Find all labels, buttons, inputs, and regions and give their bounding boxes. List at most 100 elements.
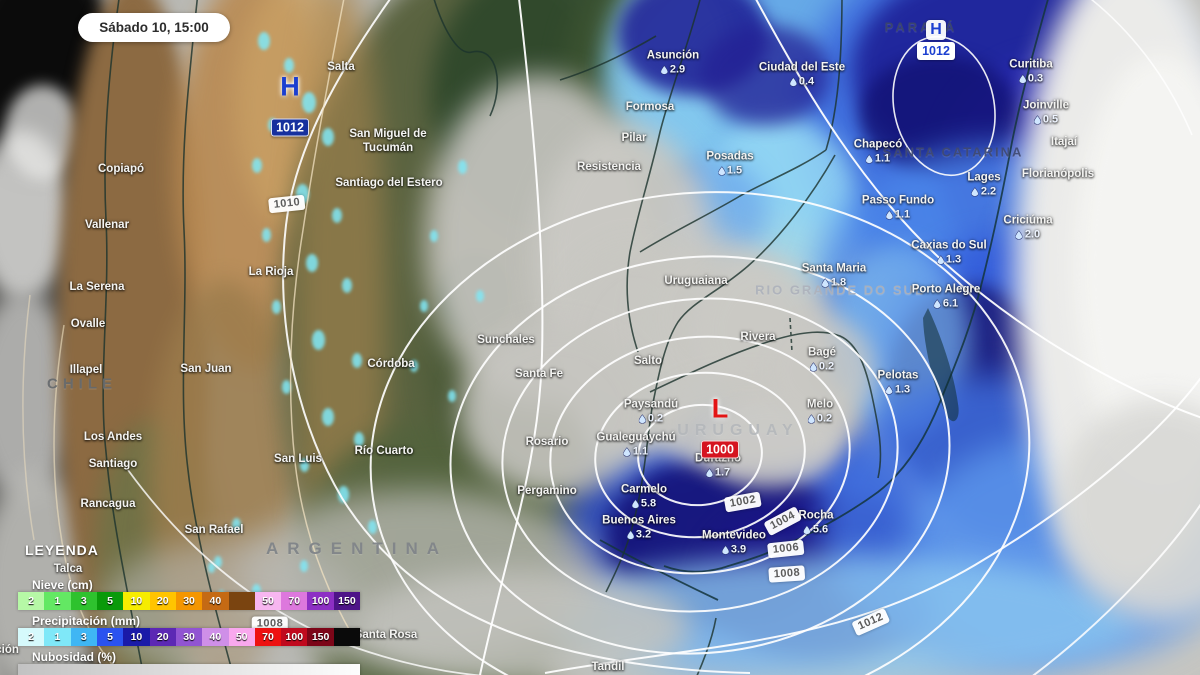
city-name: Itajaí	[1050, 136, 1078, 149]
legend-cell: 1	[44, 592, 71, 610]
region-label: ARGENTINA	[265, 539, 449, 558]
border-lines	[102, 0, 882, 675]
city-label: Carmelo 5.8	[621, 484, 667, 511]
city-label: Formosa	[626, 101, 675, 115]
city-precip-value: 0.4	[759, 75, 845, 88]
pressure-value: 1012	[917, 42, 955, 60]
city-precip-value: 1.1	[854, 152, 903, 165]
city-name: Santiago del Estero	[335, 177, 443, 190]
shower-speckle	[300, 560, 308, 572]
city-precip-value: 1.5	[706, 164, 753, 177]
shower-speckle	[368, 520, 377, 534]
city-name: San Luis	[274, 453, 322, 466]
city-name: Caxias do Sul	[911, 239, 987, 252]
city-name: Los Andes	[83, 431, 143, 444]
satellite-texture-blob	[700, 25, 830, 125]
legend-cell: 2	[18, 628, 45, 646]
city-label: Rocha 5.6	[798, 510, 833, 537]
legend-cell: 3	[70, 592, 97, 610]
city-label: Passo Fundo 1.1	[862, 195, 934, 222]
city-label: San Miguel de Tucumán	[349, 128, 426, 156]
city-name-line2: Tucumán	[362, 142, 414, 154]
shower-speckle	[354, 432, 364, 447]
city-label: Rancagua	[81, 498, 136, 512]
legend-cell: 30	[175, 628, 203, 646]
city-name: Rosario	[525, 436, 569, 449]
legend-cell-value	[229, 592, 255, 610]
legend-row-label: Nieve (cm)	[32, 578, 93, 592]
legend-cell: 3	[70, 628, 97, 646]
city-label: Santa Maria 1.8	[802, 263, 867, 290]
city-label: Montevideo 3.9	[702, 530, 766, 557]
city-label: Criciúma 2.0	[1003, 215, 1052, 242]
legend-cell: 1	[44, 628, 71, 646]
shower-speckle	[284, 58, 294, 73]
precip-droplet-icon	[660, 65, 668, 75]
city-label: Pilar	[622, 132, 647, 146]
city-name: Joinville	[1022, 99, 1070, 112]
city-name: Posadas	[706, 150, 754, 163]
timestamp-pill[interactable]: Sábado 10, 15:00	[78, 13, 230, 42]
city-precip-value: 6.1	[912, 297, 981, 310]
city-label: Rosario	[526, 436, 569, 450]
city-label: San Juan	[180, 363, 231, 377]
precip-droplet-icon	[1018, 74, 1026, 84]
shower-speckle	[306, 254, 318, 272]
city-precip-value: 3.2	[602, 528, 676, 541]
city-name: Río Cuarto	[354, 445, 414, 458]
precip-droplet-icon	[705, 468, 713, 478]
precip-droplet-icon	[885, 210, 893, 220]
shower-speckle	[332, 208, 342, 223]
city-label: Salta	[327, 61, 355, 75]
legend-color-bar: 2 1 3 5 10 20 30 40 50 70 100 150	[18, 628, 361, 646]
city-precip-value: 0.5	[1023, 113, 1069, 126]
city-name: Florianópolis	[1021, 168, 1095, 181]
city-precip-value: 5.8	[621, 497, 667, 510]
legend-cell: 40	[202, 592, 229, 610]
city-name: San Rafael	[184, 524, 244, 537]
city-precip-value: 0.2	[624, 412, 678, 425]
shower-speckle	[410, 360, 418, 372]
city-label: Joinville 0.5	[1023, 100, 1069, 127]
shower-speckle	[420, 300, 428, 312]
precip-droplet-icon	[789, 77, 797, 87]
shower-speckle	[258, 32, 270, 50]
city-label: San Luis	[274, 453, 322, 467]
isobar-value-label: 1006	[767, 539, 805, 559]
shower-speckle	[272, 300, 281, 314]
city-label: La Serena	[70, 281, 125, 295]
shower-speckle	[322, 408, 334, 426]
legend-cell-value: 150	[338, 595, 356, 607]
legend-cell: 40	[202, 628, 229, 646]
city-precip-value: 3.9	[702, 543, 766, 556]
city-name: Paysandú	[623, 398, 679, 411]
legend-cell-value: 40	[209, 595, 222, 607]
city-name: Ciudad del Este	[758, 61, 846, 74]
precip-droplet-icon	[1015, 230, 1023, 240]
pressure-letter: H	[280, 71, 300, 102]
shower-speckle	[262, 228, 271, 242]
city-label: Concepción	[0, 644, 19, 658]
legend-cell-value: 1	[54, 595, 61, 607]
city-precip-value: 1.1	[862, 208, 934, 221]
precip-droplet-icon	[721, 545, 729, 555]
city-label: Tandil	[591, 661, 624, 675]
city-name: Passo Fundo	[861, 194, 935, 207]
city-name: Carmelo	[620, 483, 668, 496]
legend-cell-value: 30	[183, 631, 195, 643]
city-label: Asunción 2.9	[647, 50, 699, 77]
city-label: La Rioja	[249, 266, 294, 280]
city-name: Santiago	[88, 458, 138, 471]
city-label: Illapel	[70, 364, 103, 378]
high-pressure-marker: H 1012	[260, 71, 320, 137]
city-name: Rocha	[798, 509, 834, 522]
legend-color-bar: 2 1 3 5 10 20 30 40 50 70 100 150	[18, 592, 361, 610]
legend-title: LEYENDA	[25, 542, 99, 558]
legend-cell-value: 20	[156, 595, 169, 607]
city-name: Montevideo	[702, 529, 766, 542]
city-name: Pelotas	[877, 369, 919, 382]
city-precip-value: 5.6	[798, 523, 833, 536]
shower-speckle	[458, 160, 467, 174]
